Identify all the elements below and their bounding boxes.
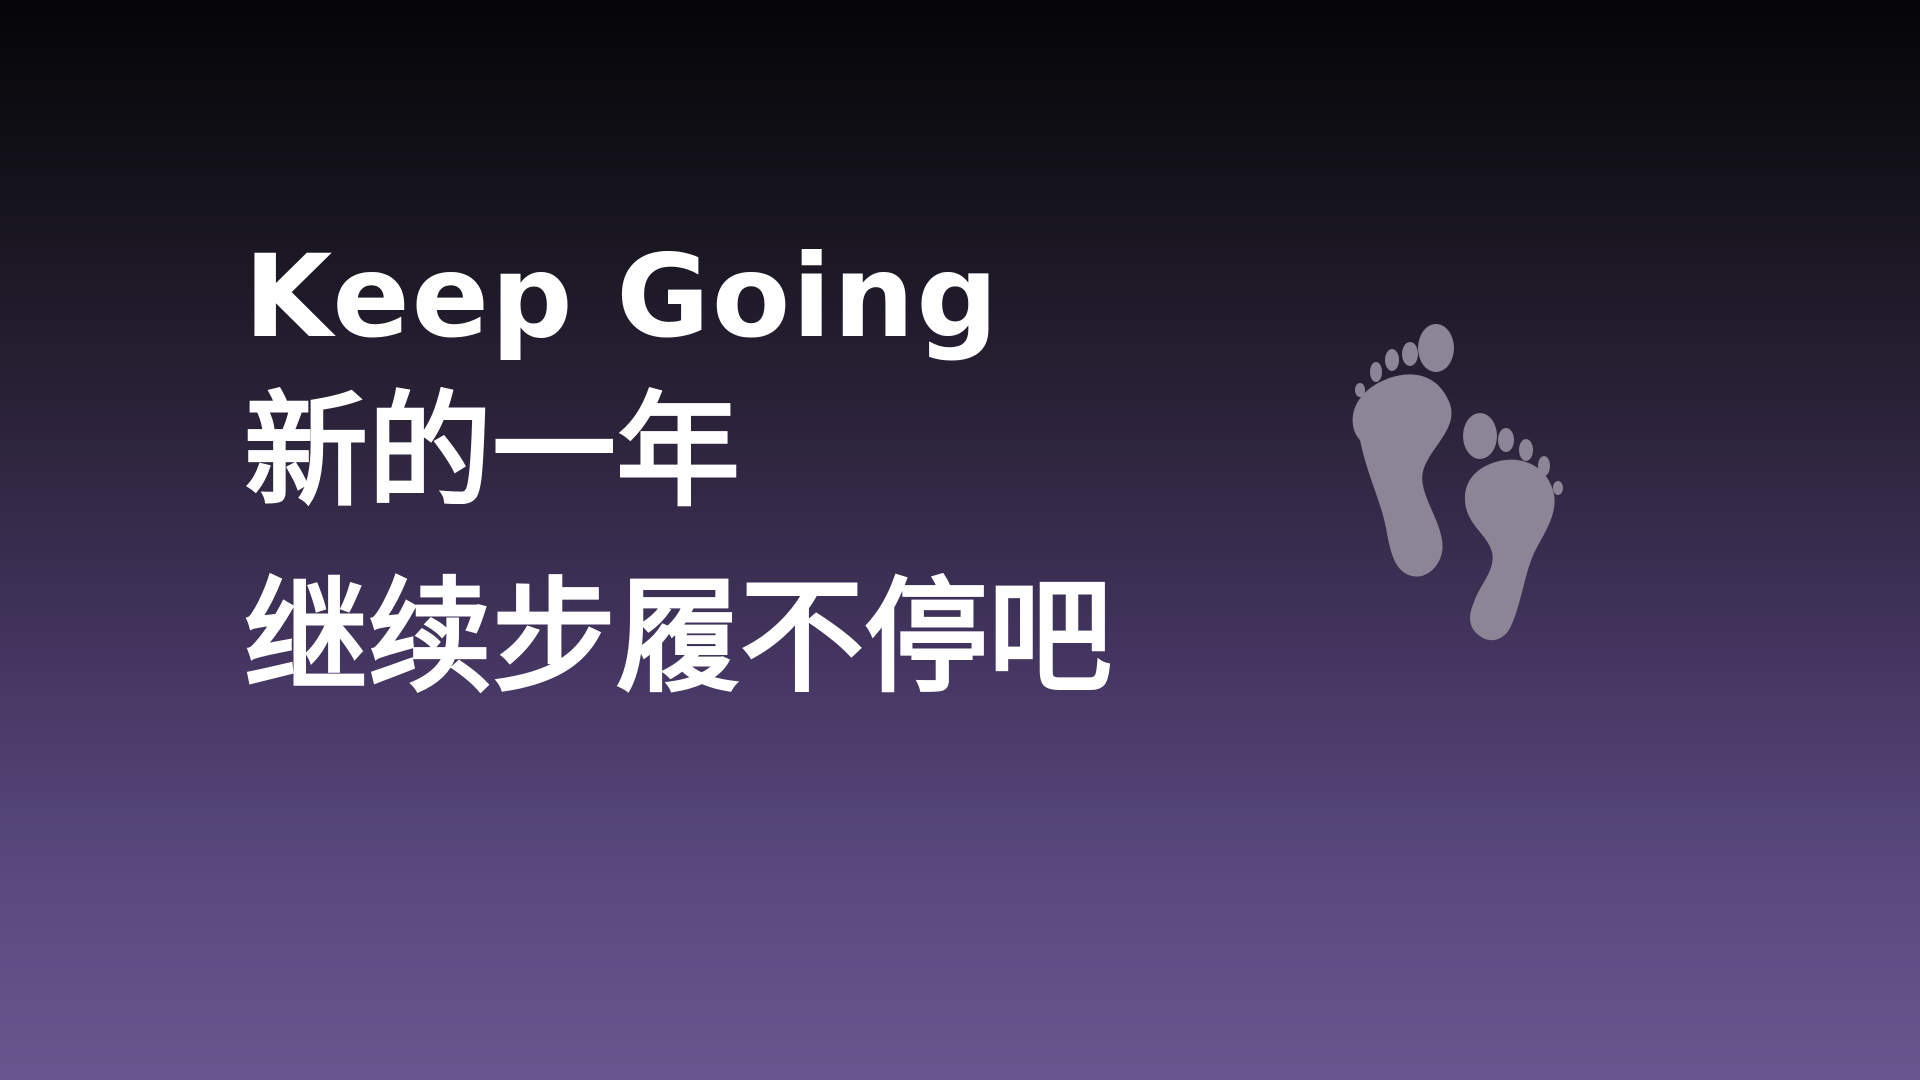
headline-keep-walking: 继续步履不停吧 (244, 566, 1113, 710)
right-toe-3-icon (1519, 439, 1533, 461)
right-foot-sole-icon (1464, 459, 1555, 641)
right-big-toe-icon (1463, 413, 1497, 459)
right-toe-5-icon (1553, 481, 1563, 495)
left-toe-5-icon (1355, 383, 1365, 397)
slide-text-block: Keep Going 新的一年 继续步履不停吧 (244, 240, 1112, 726)
right-toe-2-icon (1498, 428, 1514, 452)
left-foot-sole-icon (1352, 374, 1452, 577)
left-big-toe-icon (1418, 324, 1454, 372)
left-toe-3-icon (1385, 349, 1399, 371)
left-toe-2-icon (1402, 342, 1418, 366)
right-toe-4-icon (1538, 456, 1550, 476)
left-toe-4-icon (1370, 362, 1382, 382)
footprints-icon (1320, 318, 1610, 688)
headline-new-year: 新的一年 (244, 380, 741, 524)
headline-english: Keep Going (244, 230, 1000, 363)
